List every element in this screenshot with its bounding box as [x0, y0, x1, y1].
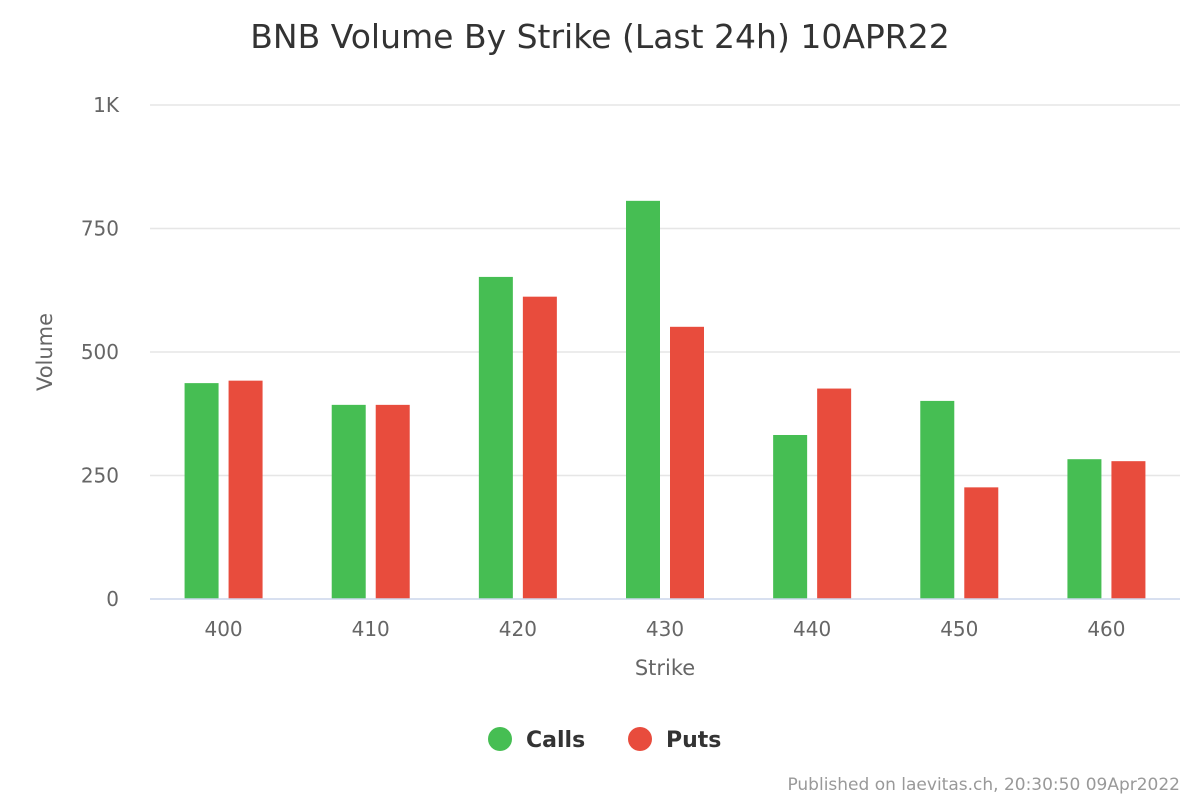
bar-calls-440[interactable] [773, 434, 808, 599]
bar-puts-440[interactable] [817, 388, 852, 599]
chart-title: BNB Volume By Strike (Last 24h) 10APR22 [250, 17, 949, 56]
y-tick-label: 750 [81, 217, 119, 241]
y-tick-label: 1K [93, 93, 120, 117]
y-tick-label: 500 [81, 340, 119, 364]
bar-calls-460[interactable] [1067, 459, 1102, 599]
bars [184, 200, 1146, 599]
x-tick-label: 460 [1087, 617, 1125, 641]
bar-calls-410[interactable] [331, 404, 366, 599]
legend-item-puts[interactable]: Puts [628, 727, 721, 753]
x-tick-label: 410 [352, 617, 390, 641]
bar-puts-420[interactable] [522, 296, 557, 599]
y-axis-ticks: 0 250 500 750 1K [81, 93, 120, 611]
bar-calls-450[interactable] [920, 400, 955, 599]
x-tick-label: 450 [940, 617, 978, 641]
x-tick-label: 420 [499, 617, 537, 641]
bar-calls-400[interactable] [184, 383, 219, 599]
bar-puts-410[interactable] [375, 404, 410, 599]
legend-label: Calls [526, 728, 585, 753]
y-tick-label: 250 [81, 464, 119, 488]
gridlines [150, 104, 1180, 477]
x-tick-label: 440 [793, 617, 831, 641]
legend-label: Puts [666, 728, 721, 753]
y-tick-label: 0 [106, 587, 119, 611]
legend-marker [488, 727, 512, 751]
legend: Calls Puts [488, 727, 721, 753]
credit-text: Published on laevitas.ch, 20:30:50 09Apr… [787, 775, 1180, 795]
legend-marker [628, 727, 652, 751]
legend-item-calls[interactable]: Calls [488, 727, 585, 753]
bar-puts-460[interactable] [1111, 461, 1146, 599]
bar-puts-400[interactable] [228, 380, 263, 599]
x-tick-label: 400 [204, 617, 242, 641]
bar-puts-430[interactable] [670, 326, 704, 599]
x-tick-label: 430 [646, 617, 684, 641]
bar-calls-420[interactable] [478, 276, 513, 599]
bar-calls-430[interactable] [626, 200, 660, 599]
x-axis-title: Strike [635, 656, 695, 680]
x-axis-ticks: 400 410 420 430 440 450 460 [204, 617, 1125, 641]
bar-puts-450[interactable] [964, 487, 999, 599]
y-axis-title: Volume [33, 313, 57, 391]
